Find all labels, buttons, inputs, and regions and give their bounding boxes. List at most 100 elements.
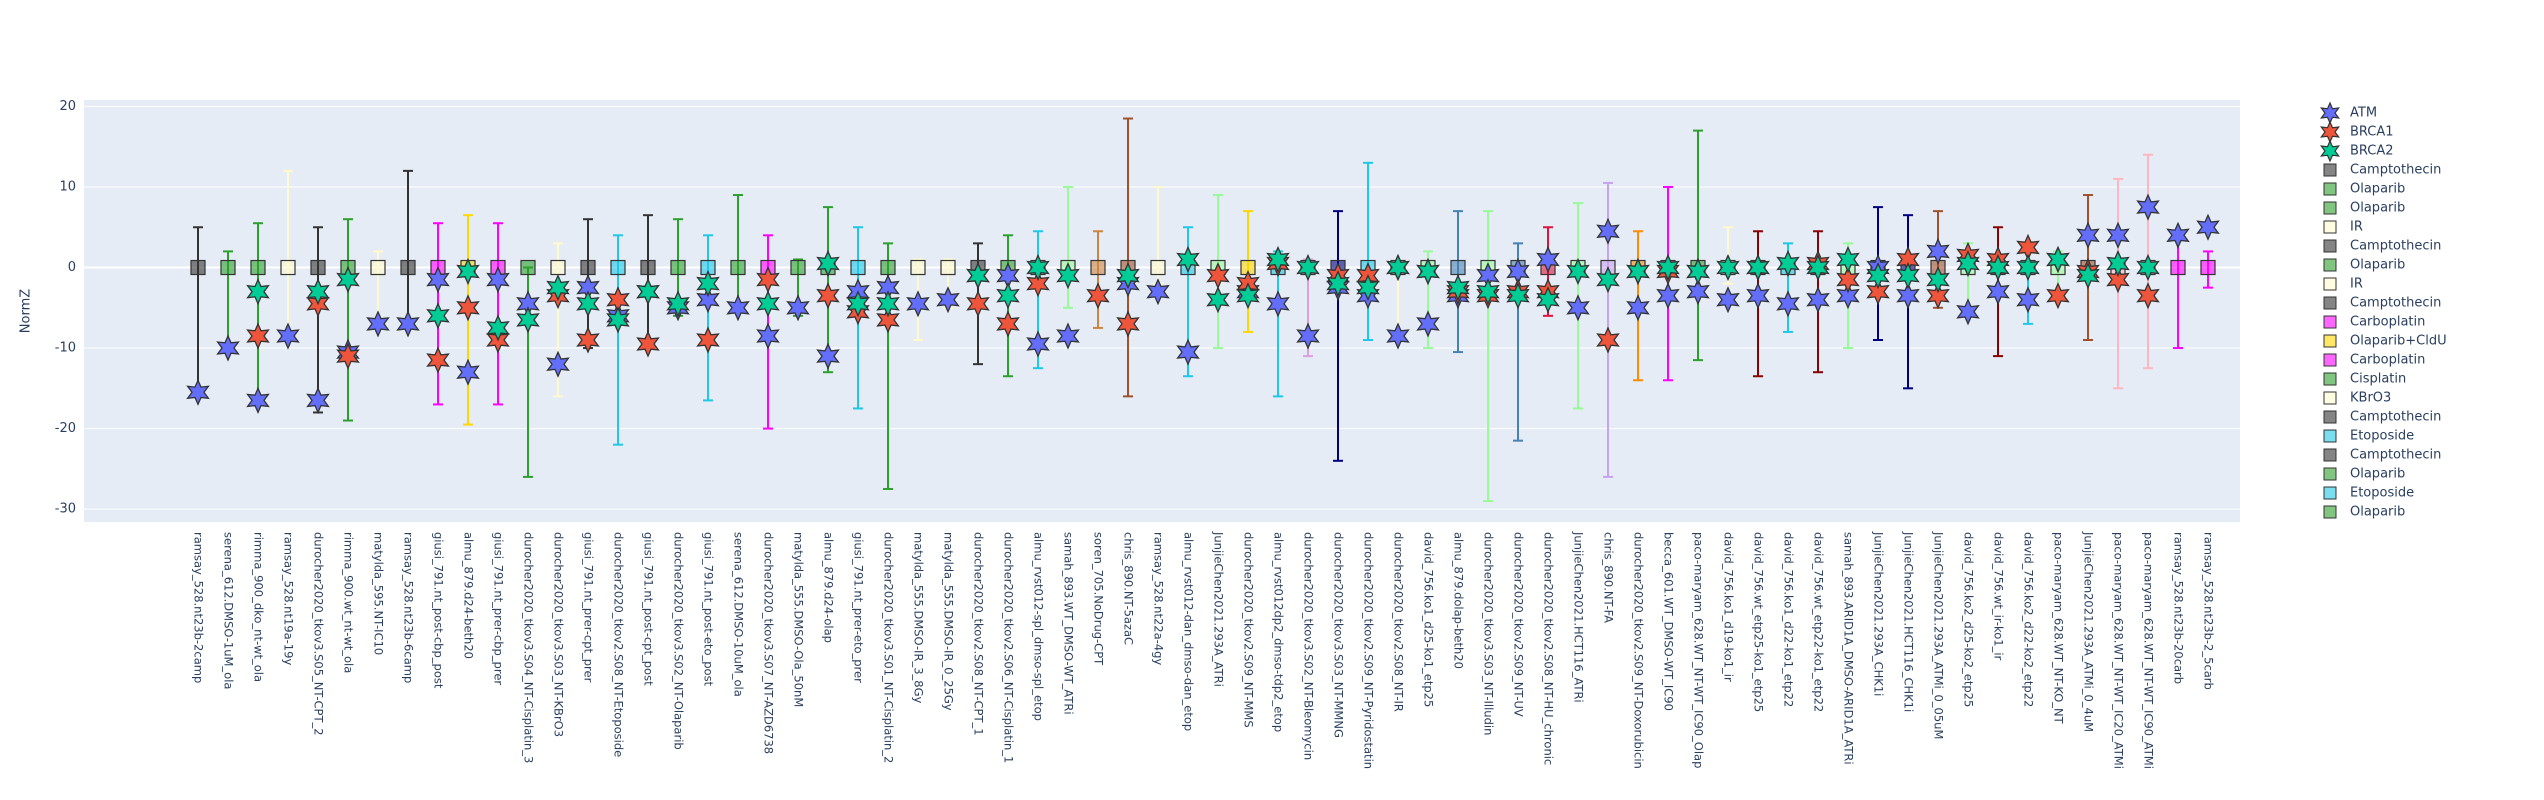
treatment-marker: [2200, 259, 2216, 276]
legend-label: Camptothecin: [2350, 296, 2441, 311]
gene-star: [1776, 249, 1800, 278]
gene-star: [1116, 310, 1140, 338]
gene-star: [246, 278, 270, 306]
x-tick-label: JunjieChen2021.293A_ATRi: [1212, 531, 1226, 687]
y-tick-label: 0: [68, 260, 76, 275]
x-tick-label: david_756.ko2_d22-ko2_etp22: [2022, 532, 2036, 707]
gene-star: [1026, 269, 1050, 298]
x-tick-label: durocher2020_tkov3.S03_NT-KBrO3: [552, 532, 566, 737]
gene-star: [1386, 253, 1410, 282]
gene-star: [1026, 253, 1050, 282]
gene-star: [1716, 253, 1740, 282]
x-tick-label: durocher2020_tkov3.S01_NT-Cisplatin_2: [882, 532, 896, 763]
gene-star: [2076, 221, 2100, 249]
legend-swatch: [2323, 277, 2337, 291]
gene-star: [696, 286, 720, 314]
x-tick-label: almu_rvst012-spl_dmso-spl_etop: [1032, 532, 1046, 721]
gene-star: [1176, 338, 1200, 366]
x-tick-label: rimma_900_dko_nt-wt_ola: [252, 532, 266, 682]
gene-star: [936, 286, 960, 314]
x-tick-label: almu_rvst012-dan_dmso-dan_etop: [1182, 532, 1196, 731]
treatment-marker: [790, 259, 806, 276]
x-tick-label: durocher2020_tkov2.S08_NT-CPT_1: [972, 532, 986, 736]
x-tick-label: giusi_791.nt_prer-eto_prer: [852, 532, 866, 683]
gene-star: [2046, 282, 2070, 310]
legend-label: Carboplatin: [2350, 315, 2425, 330]
gene-star: [2196, 213, 2220, 241]
legend-label: Camptothecin: [2350, 239, 2441, 254]
gene-star: [816, 249, 840, 278]
gene-star: [756, 322, 780, 350]
x-tick-label: durocher2020_tkov2.S06_NT-Cisplatin_1: [1002, 532, 1016, 763]
gene-star: [1596, 217, 1620, 245]
treatment-marker: [550, 259, 566, 276]
gene-star: [516, 306, 540, 334]
legend-label: Olaparib+CldU: [2350, 334, 2447, 349]
y-tick-label: 10: [59, 179, 76, 194]
gene-star: [996, 282, 1020, 310]
x-tick-label: matylda_555.DMSO-IR_0_25Gy: [942, 532, 956, 711]
legend-swatch: [2323, 391, 2337, 405]
gene-star: [216, 334, 240, 362]
gene-star: [1986, 278, 2010, 306]
treatment-marker: [610, 259, 626, 276]
x-tick-label: JunjieChen2021.293A_CHK1i: [1872, 531, 1886, 696]
legend-label: Olaparib: [2350, 258, 2405, 273]
legend-label: Etoposide: [2350, 486, 2414, 501]
x-tick-label: ramsay_528.nt22a-4gy: [1152, 532, 1166, 665]
gene-star: [726, 294, 750, 322]
gene-star: [1836, 282, 1860, 310]
legend-label: Cisplatin: [2350, 372, 2406, 387]
gene-star: [1806, 286, 1830, 314]
gene-star: [696, 326, 720, 354]
legend-swatch: [2323, 505, 2337, 519]
x-tick-label: rimma_900.wt_nt-wt_ola: [342, 532, 356, 673]
x-tick-label: durocher2020_tkov2.S09_NT-Pyridostatin: [1362, 532, 1376, 769]
legend-swatch: [2323, 163, 2337, 177]
gene-star: [906, 290, 930, 318]
x-tick-label: becca_601.WT_DMSO-WT_IC90: [1662, 532, 1676, 711]
x-tick-label: paco-maryam_628.WT_NT-WT_IC90_Olap: [1692, 532, 1706, 768]
x-tick-label: almu_rvst012dp2_dmso-tdp2_etop: [1272, 532, 1286, 732]
gene-star: [1866, 278, 1890, 306]
gene-star: [1926, 282, 1950, 310]
x-tick-label: JunjieChen2021.293A_ATMi_0_05uM: [1932, 531, 1946, 739]
gene-star: [966, 290, 990, 318]
gene-star: [696, 269, 720, 298]
gene-star: [876, 290, 900, 318]
x-tick-label: durocher2020_tkov3.S05_NT-CPT_2: [312, 532, 326, 736]
gene-star: [426, 346, 450, 374]
treatment-marker: [1090, 259, 1106, 276]
gene-star: [276, 322, 300, 350]
x-tick-label: JunjieChen2021.293A_ATMi_0_4uM: [2082, 531, 2096, 732]
gene-star: [546, 350, 570, 378]
gene-star: [606, 306, 630, 334]
gene-star: [1566, 294, 1590, 322]
x-tick-label: giusi_791.nt_prer-cpt_prer: [582, 532, 596, 683]
y-tick-label: 20: [59, 99, 76, 114]
x-tick-label: JunjieChen2021.HCT116_ATRi: [1572, 531, 1586, 703]
legend-swatch: [2323, 239, 2337, 253]
gene-star: [1296, 322, 1320, 350]
y-tick-label: -20: [55, 421, 76, 436]
x-tick-label: durocher2020_tkov2.S09_NT-Doxorubicin: [1632, 532, 1646, 769]
gene-star: [1446, 273, 1470, 302]
x-tick-label: david_756.wt_etp22-ko1_etp22: [1812, 532, 1826, 712]
x-tick-label: durocher2020_tkov3.S04_NT-Cisplatin_3: [522, 532, 536, 763]
treatment-marker: [400, 259, 416, 276]
gene-star: [456, 257, 480, 286]
gene-star: [1656, 253, 1680, 282]
legend-swatch: [2323, 448, 2337, 462]
gene-star: [1926, 265, 1950, 294]
x-tick-label: ramsay_528.nt23b-6camp: [402, 532, 416, 683]
legend-swatch: [2323, 334, 2337, 348]
gene-star: [1686, 257, 1710, 286]
gene-star: [636, 330, 660, 358]
gene-star: [966, 261, 990, 290]
gene-star: [876, 306, 900, 334]
x-tick-label: samah_893.WT_DMSO-WT_ATRi: [1062, 532, 1076, 715]
gene-star: [996, 310, 1020, 338]
y-tick-label: -10: [55, 341, 76, 356]
x-tick-label: paco-maryam_628.WT_NT-WT_IC90_ATMi: [2142, 532, 2156, 769]
x-tick-label: giusi_791.nt_post-cbp_post: [432, 532, 446, 689]
